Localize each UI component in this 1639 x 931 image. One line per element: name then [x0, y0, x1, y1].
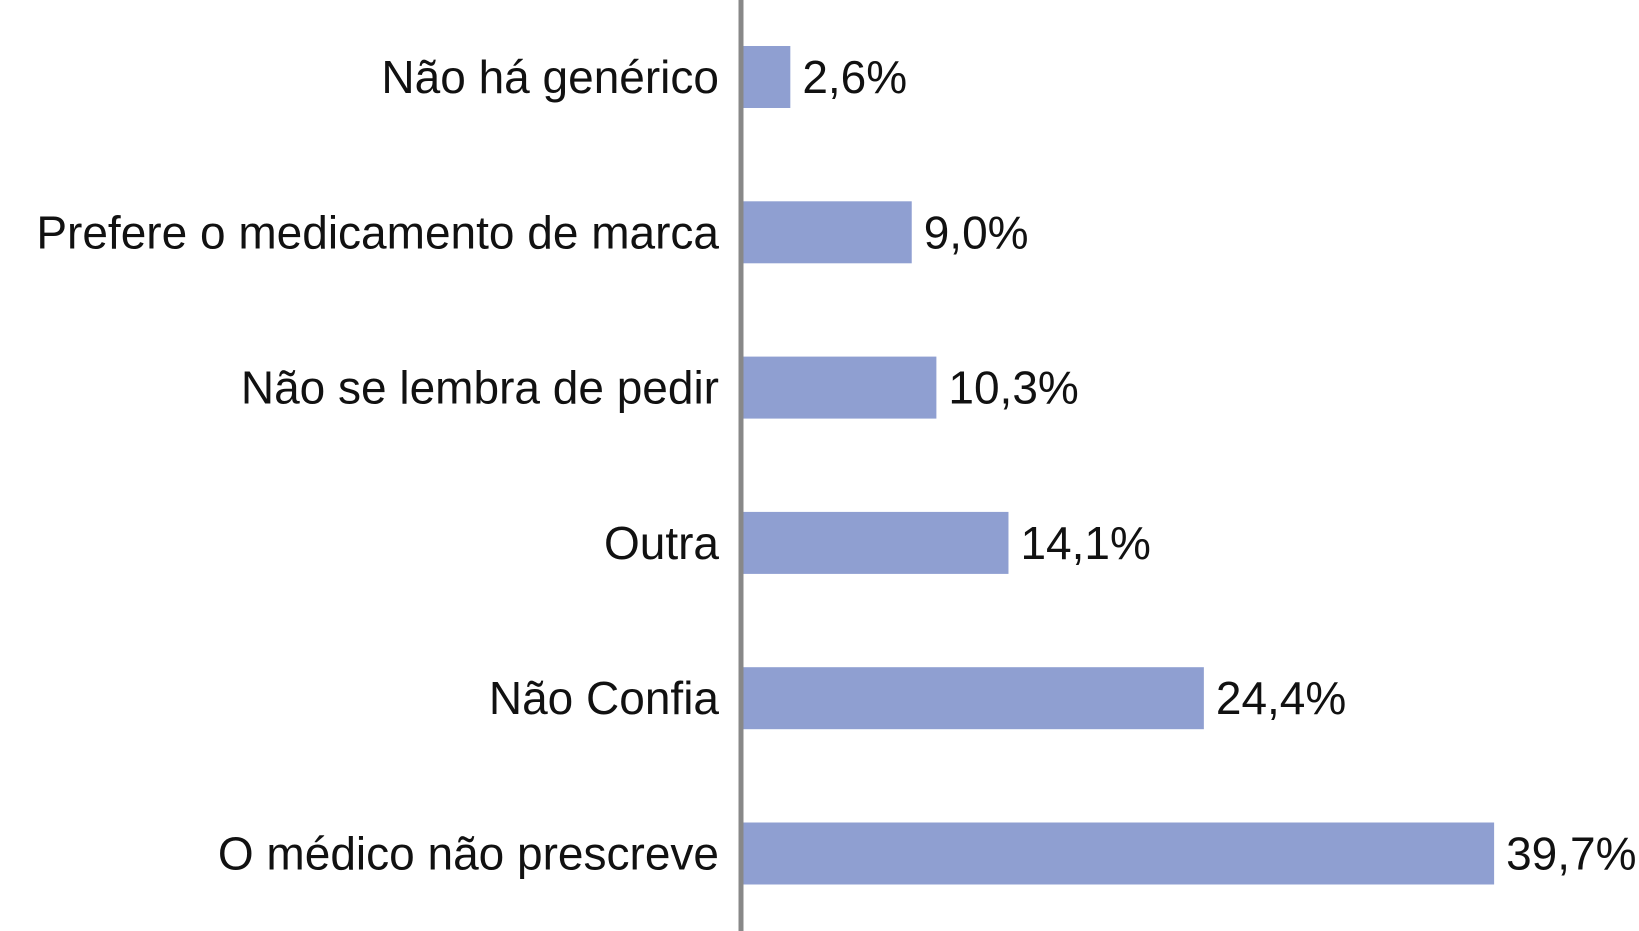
bar — [741, 356, 937, 419]
value-label: 14,1% — [1020, 517, 1150, 569]
value-labels: 2,6% 9,0% 10,3% 14,1% 24,4% 39,7% — [802, 51, 1636, 880]
value-label: 24,4% — [1216, 672, 1346, 724]
bar — [741, 822, 1495, 885]
category-label: Não se lembra de pedir — [241, 362, 719, 414]
bar — [741, 511, 1009, 574]
bar — [741, 667, 1204, 730]
bar — [741, 46, 791, 108]
value-label: 9,0% — [924, 206, 1029, 258]
value-label: 10,3% — [948, 362, 1078, 414]
bar — [741, 201, 912, 264]
bars-layer — [741, 46, 1495, 885]
category-labels: Não há genérico Prefere o medicamento de … — [36, 51, 719, 880]
value-label: 39,7% — [1506, 828, 1636, 880]
value-label: 2,6% — [802, 51, 907, 103]
category-label: Prefere o medicamento de marca — [36, 206, 719, 258]
category-label: Outra — [604, 517, 719, 569]
category-label: Não Confia — [489, 672, 720, 724]
category-label: Não há genérico — [381, 51, 719, 103]
category-label: O médico não prescreve — [218, 828, 719, 880]
